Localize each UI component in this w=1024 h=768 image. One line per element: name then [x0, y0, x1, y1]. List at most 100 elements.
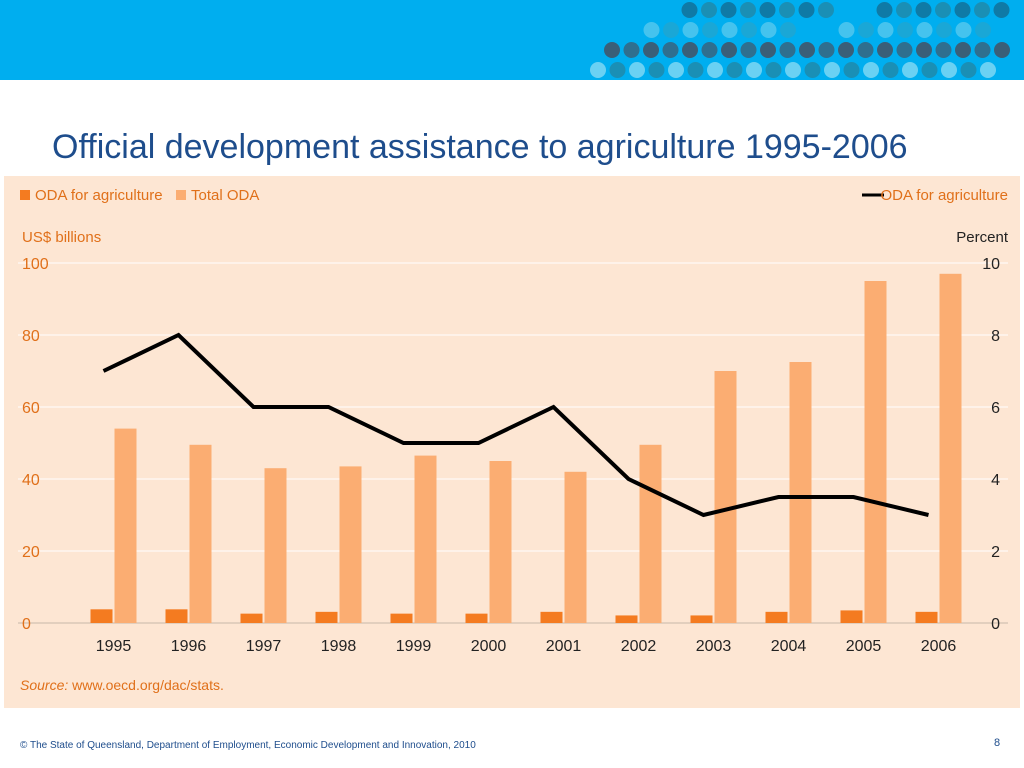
banner-dot — [702, 22, 718, 38]
dot-pattern-decoration — [590, 2, 1010, 78]
banner-dot — [746, 62, 762, 78]
banner-dot — [857, 42, 874, 58]
y-tick-left: 80 — [22, 328, 40, 345]
banner-dot — [701, 42, 718, 58]
banner-dot — [604, 42, 620, 58]
banner-dot — [980, 62, 996, 78]
banner-dot — [643, 22, 660, 38]
x-tick-label: 1998 — [321, 638, 357, 655]
x-tick-label: 2004 — [771, 638, 807, 655]
banner-dot — [707, 62, 723, 78]
gridlines — [18, 262, 1008, 624]
banner-dot — [935, 2, 951, 18]
bar-oda-agriculture — [90, 609, 113, 623]
banner-dot — [721, 22, 738, 38]
legend-label-oda-agriculture: ODA for agriculture — [35, 187, 163, 204]
bar-total-oda — [789, 362, 812, 623]
y-axis-right-label: Percent — [956, 229, 1009, 246]
x-tick-label: 1999 — [396, 638, 432, 655]
bar-total-oda — [414, 455, 437, 623]
banner-dot — [877, 22, 894, 38]
x-tick-label: 2001 — [546, 638, 582, 655]
banner-dot — [780, 22, 796, 38]
bars — [90, 273, 962, 623]
bar-total-oda — [264, 468, 287, 623]
banner-dot — [960, 62, 977, 78]
source-url: www.oecd.org/dac/stats. — [68, 677, 224, 693]
banner-dot — [975, 22, 991, 38]
bar-total-oda — [564, 471, 587, 623]
footer-copyright: © The State of Queensland, Department of… — [20, 740, 476, 751]
bar-total-oda — [939, 273, 962, 623]
source-label: Source: — [20, 677, 68, 693]
banner-dot — [954, 2, 971, 18]
x-tick-label: 1995 — [96, 638, 132, 655]
y-tick-left: 40 — [22, 472, 40, 489]
bar-oda-agriculture — [540, 611, 563, 623]
banner-dot — [701, 2, 717, 18]
page-number: 8 — [994, 737, 1001, 749]
banner-dot — [798, 2, 815, 18]
banner-dot — [941, 62, 957, 78]
banner-dot — [687, 62, 704, 78]
banner-dot — [779, 42, 796, 58]
y-tick-right: 2 — [991, 544, 1000, 561]
bar-total-oda — [714, 371, 737, 623]
banner-dot — [955, 22, 972, 38]
legend-swatch-oda-agriculture — [20, 190, 30, 200]
x-tick-label: 2003 — [696, 638, 732, 655]
line-series — [102, 332, 929, 518]
x-tick-label: 1996 — [171, 638, 207, 655]
banner-dot — [721, 42, 737, 58]
banner-dot — [740, 42, 757, 58]
banner-dot — [765, 62, 782, 78]
banner-dot — [863, 62, 879, 78]
banner-dot — [760, 42, 776, 58]
banner-dot — [668, 62, 684, 78]
y-tick-right: 6 — [991, 400, 1000, 417]
bar-total-oda — [339, 466, 362, 623]
banner-dot — [974, 2, 990, 18]
y-tick-right: 10 — [982, 256, 1000, 273]
banner-dot — [663, 22, 679, 38]
bar-oda-agriculture — [840, 610, 863, 623]
legend-label-total-oda: Total ODA — [191, 187, 259, 204]
banner-dot — [740, 2, 756, 18]
banner-dot — [876, 2, 893, 18]
bar-total-oda — [864, 281, 887, 623]
x-tick-label: 1997 — [246, 638, 282, 655]
bar-oda-agriculture — [690, 615, 713, 623]
banner-dot — [936, 22, 952, 38]
bar-total-oda — [114, 428, 137, 623]
line-oda-agriculture-percent — [102, 332, 929, 518]
bar-oda-agriculture — [465, 613, 488, 623]
bar-total-oda — [189, 444, 212, 623]
x-tick-label: 2005 — [846, 638, 882, 655]
x-tick-label: 2006 — [921, 638, 957, 655]
banner-dot — [818, 42, 835, 58]
banner-dot — [682, 42, 698, 58]
banner-dot — [759, 2, 776, 18]
chart-svg: 0 0 20 2 40 4 60 6 80 8 100 10 1995 1996 1997 1998 1999 2… — [18, 187, 1009, 693]
y-tick-left: 100 — [22, 256, 49, 273]
y-tick-right: 8 — [991, 328, 1000, 345]
banner-dot — [799, 42, 815, 58]
y-tick-right: 4 — [991, 472, 1000, 489]
bar-oda-agriculture — [615, 615, 638, 623]
banner-dot — [648, 62, 665, 78]
banner-dot — [629, 62, 645, 78]
bar-total-oda — [489, 461, 512, 623]
x-tick-label: 2002 — [621, 638, 657, 655]
banner-dot — [681, 2, 698, 18]
banner-dot — [804, 62, 821, 78]
banner-dot — [993, 2, 1010, 18]
banner-dot — [838, 42, 854, 58]
banner-dot — [726, 62, 743, 78]
banner-dot — [818, 2, 834, 18]
slide-title: Official development assistance to agric… — [52, 128, 908, 166]
banner-dot — [590, 62, 606, 78]
bar-oda-agriculture — [165, 609, 188, 623]
banner-dot — [955, 42, 971, 58]
banner-dot — [974, 42, 991, 58]
banner-dot — [858, 22, 874, 38]
